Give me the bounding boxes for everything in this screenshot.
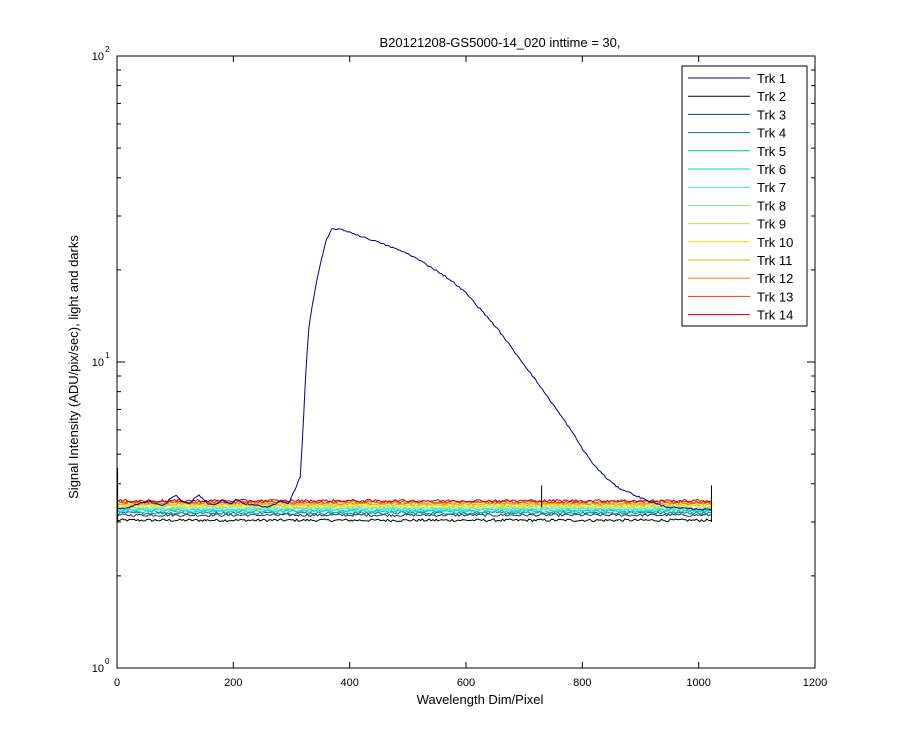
legend-label: Trk 10 (757, 235, 793, 250)
legend-label: Trk 9 (757, 217, 786, 232)
legend-label: Trk 8 (757, 198, 786, 213)
series-layer (116, 227, 713, 523)
x-tick-label: 600 (457, 677, 475, 689)
series-line (116, 504, 713, 509)
legend-label: Trk 14 (757, 308, 793, 323)
x-tick-label: 1200 (803, 677, 827, 689)
legend-items: Trk 1 Trk 2 Trk 3 Trk 4 Trk 5 Trk 6 Trk 7 Trk 8… (688, 71, 793, 323)
y-tick-exponent: 0 (105, 657, 110, 666)
x-tick-label: 1000 (686, 677, 710, 689)
series-line (116, 508, 713, 513)
legend-label: Trk 12 (757, 271, 793, 286)
series-line (116, 498, 713, 503)
legend-label: Trk 11 (757, 253, 792, 268)
legend-label: Trk 13 (757, 289, 793, 304)
y-tick-label: 10 (92, 51, 104, 63)
legend-box (681, 65, 808, 327)
legend: Trk 1 Trk 2 Trk 3 Trk 4 Trk 5 Trk 6 Trk 7 Trk 8… (681, 65, 808, 327)
series-line (116, 511, 713, 516)
legend-label: Trk 6 (757, 162, 786, 177)
legend-label: Trk 5 (757, 144, 786, 159)
x-tick-label: 400 (340, 677, 358, 689)
y-tick-exponent: 1 (105, 351, 110, 360)
y-tick-label: 10 (92, 357, 104, 369)
legend-label: Trk 4 (757, 126, 786, 141)
x-tick-label: 200 (224, 677, 242, 689)
x-tick-label: 800 (573, 677, 591, 689)
y-tick-label: 10 (92, 663, 104, 675)
series-line (116, 518, 713, 523)
x-axis-label: Wavelength Dim/Pixel (417, 692, 544, 707)
chart-title: B20121208-GS5000-14_020 inttime = 30, (379, 35, 620, 50)
legend-label: Trk 3 (757, 107, 786, 122)
legend-label: Trk 1 (757, 71, 786, 86)
series-line (116, 500, 713, 506)
series-line (116, 227, 713, 511)
series-line (116, 513, 713, 518)
x-tick-label: 0 (114, 677, 120, 689)
series-line (116, 505, 713, 510)
legend-label: Trk 7 (757, 180, 786, 195)
legend-label: Trk 2 (757, 89, 786, 104)
y-tick-exponent: 2 (105, 45, 110, 54)
y-axis-label: Signal Intensity (ADU/pix/sec), light an… (66, 235, 81, 499)
